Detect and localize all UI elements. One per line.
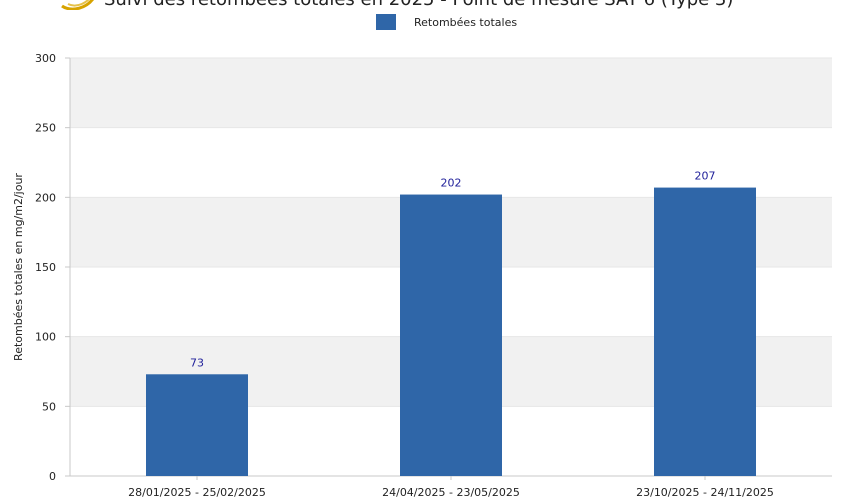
y-tick-label: 0	[49, 470, 56, 483]
bar[interactable]	[146, 374, 248, 476]
y-tick-label: 200	[35, 191, 56, 204]
y-tick-label: 250	[35, 122, 56, 135]
y-tick-label: 150	[35, 261, 56, 274]
data-label: 202	[441, 177, 462, 190]
bar[interactable]	[654, 187, 756, 476]
data-label: 73	[190, 356, 204, 369]
x-tick-label: 23/10/2025 - 24/11/2025	[636, 486, 774, 499]
logo-icon	[61, 0, 94, 10]
y-tick-label: 300	[35, 52, 56, 65]
y-tick-label: 50	[42, 400, 56, 413]
chart-title: Suivi des retombées totales en 2025 - Po…	[104, 0, 733, 10]
grid-band	[70, 58, 832, 128]
data-label: 207	[695, 170, 716, 183]
x-tick-label: 28/01/2025 - 25/02/2025	[128, 486, 266, 499]
legend[interactable]: Retombées totales	[376, 14, 517, 30]
x-tick-label: 24/04/2025 - 23/05/2025	[382, 486, 520, 499]
title-row: Suivi des retombées totales en 2025 - Po…	[60, 0, 733, 10]
legend-label: Retombées totales	[414, 15, 518, 29]
y-tick-label: 100	[35, 331, 56, 344]
bar[interactable]	[400, 194, 502, 476]
legend-swatch	[376, 14, 396, 30]
y-axis-label: Retombées totales en mg/m2/jour	[12, 173, 25, 361]
